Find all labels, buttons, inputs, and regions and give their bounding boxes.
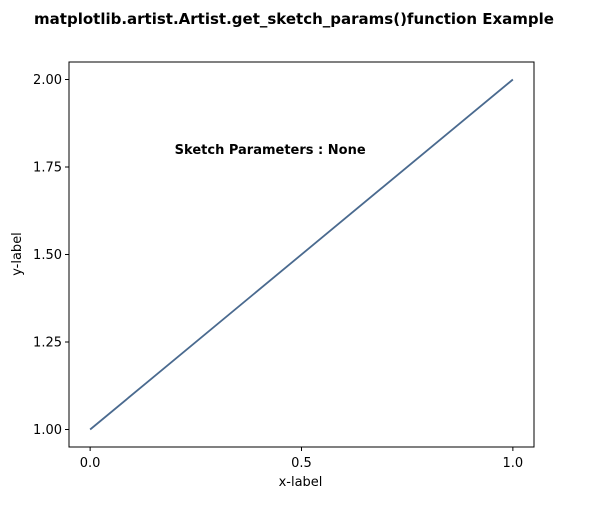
y-axis-label: y-label — [10, 232, 25, 276]
x-tick-label: 1.0 — [503, 456, 524, 471]
y-tick-label: 2.00 — [33, 73, 62, 88]
y-tick-label: 1.00 — [33, 423, 62, 438]
x-axis-label: x-label — [279, 475, 323, 490]
x-tick-label: 0.0 — [80, 456, 101, 471]
y-tick-label: 1.25 — [33, 336, 62, 351]
series-line-0 — [89, 78, 514, 431]
annotation-text: Sketch Parameters : None — [175, 143, 366, 158]
chart-title: matplotlib.artist.Artist.get_sketch_para… — [34, 10, 554, 28]
y-tick-label: 1.50 — [33, 248, 62, 263]
x-tick-label: 0.5 — [291, 456, 312, 471]
y-tick-label: 1.75 — [33, 161, 62, 176]
plot-area: 0.0 0.5 1.0 1.00 1.25 1.50 1.75 2.00 Sketch Para… — [33, 61, 535, 471]
